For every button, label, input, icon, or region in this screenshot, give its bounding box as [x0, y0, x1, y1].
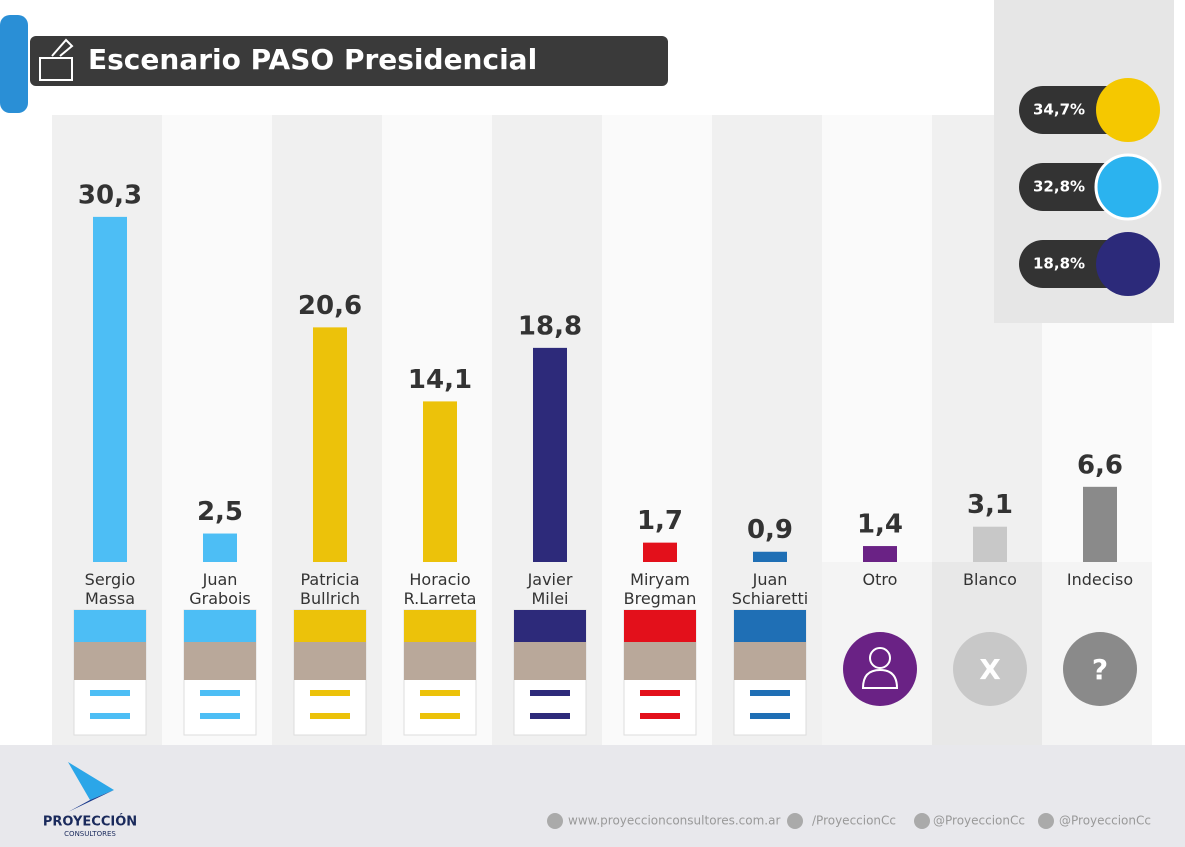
category-label: Blanco — [963, 570, 1017, 589]
icon-text: X — [979, 653, 1001, 686]
bar — [1083, 486, 1117, 562]
footer-logo — [68, 762, 114, 812]
card-name — [530, 690, 570, 696]
value-label: 14,1 — [408, 365, 472, 395]
bar — [863, 546, 897, 562]
value-label: 6,6 — [1077, 450, 1123, 480]
value-label: 1,4 — [857, 510, 903, 540]
value-label: 1,7 — [637, 506, 683, 536]
card-photo — [74, 642, 146, 680]
card-name — [310, 690, 350, 696]
card-name — [640, 713, 680, 719]
ballot-icon — [39, 38, 74, 81]
brand-sub: CONSULTORES — [64, 830, 116, 838]
card-photo — [404, 642, 476, 680]
value-label: 30,3 — [78, 180, 142, 210]
person-body — [861, 668, 899, 689]
card-name — [530, 713, 570, 719]
bar — [203, 533, 237, 562]
party-logo — [1096, 78, 1160, 142]
category-label: Miryam Bregman — [623, 570, 697, 608]
icon-text: ? — [1092, 653, 1108, 686]
alliance-result: 34,7% — [1033, 101, 1085, 119]
web-icon — [547, 813, 563, 829]
card-header — [294, 610, 366, 642]
card-name — [750, 713, 790, 719]
card-name — [640, 690, 680, 696]
alliance-result: 32,8% — [1033, 178, 1085, 196]
card-photo — [294, 642, 366, 680]
value-label: 2,5 — [197, 497, 243, 527]
party-logo — [1096, 232, 1160, 296]
bar — [533, 347, 567, 562]
card-photo — [734, 642, 806, 680]
facebook-icon — [787, 813, 803, 829]
card-header — [404, 610, 476, 642]
card-name — [200, 713, 240, 719]
value-label: 20,6 — [298, 291, 362, 321]
side-tab — [0, 15, 28, 113]
category-label: Patricia Bullrich — [300, 570, 360, 608]
value-label: 3,1 — [967, 490, 1013, 520]
card-name — [420, 690, 460, 696]
website: www.proyeccionconsultores.com.ar — [568, 814, 780, 828]
category-label: Horacio R.Larreta — [403, 570, 477, 608]
category-label: Sergio Massa — [84, 570, 136, 608]
card-name — [310, 713, 350, 719]
card-name — [200, 690, 240, 696]
card-name — [750, 690, 790, 696]
card-photo — [514, 642, 586, 680]
bar — [973, 526, 1007, 562]
card-header — [514, 610, 586, 642]
instagram: @ProyeccionCc — [1059, 814, 1151, 828]
chart-title: Escenario PASO Presidencial — [88, 43, 537, 76]
card-name — [420, 713, 460, 719]
twitter: @ProyeccionCc — [933, 814, 1025, 828]
bar — [93, 216, 127, 562]
brand: PROYECCIÓN — [43, 814, 137, 830]
footer-band — [0, 745, 1185, 847]
value-label: 18,8 — [518, 311, 582, 341]
category-icon — [953, 632, 1027, 706]
card-photo — [184, 642, 256, 680]
bar — [643, 542, 677, 562]
card-header — [74, 610, 146, 642]
bar — [423, 401, 457, 562]
category-label: Juan Schiaretti — [731, 570, 809, 608]
person-head — [869, 647, 891, 669]
card-photo — [624, 642, 696, 680]
card-name — [90, 690, 130, 696]
category-label: Juan Grabois — [189, 570, 251, 608]
category-label: Indeciso — [1066, 570, 1134, 589]
value-label: 0,9 — [747, 515, 793, 545]
alliance-result: 18,8% — [1033, 255, 1085, 273]
card-name — [90, 713, 130, 719]
bar — [313, 327, 347, 562]
facebook: /ProyeccionCc — [812, 814, 896, 828]
category-label: Javier Milei — [527, 570, 573, 608]
card-header — [624, 610, 696, 642]
instagram-icon — [1038, 813, 1054, 829]
title-bar — [30, 36, 668, 86]
card-header — [734, 610, 806, 642]
card-header — [184, 610, 256, 642]
party-logo — [1094, 153, 1162, 221]
category-label: Otro — [862, 570, 898, 589]
category-icon — [1063, 632, 1137, 706]
bar — [753, 551, 787, 562]
twitter-icon — [914, 813, 930, 829]
